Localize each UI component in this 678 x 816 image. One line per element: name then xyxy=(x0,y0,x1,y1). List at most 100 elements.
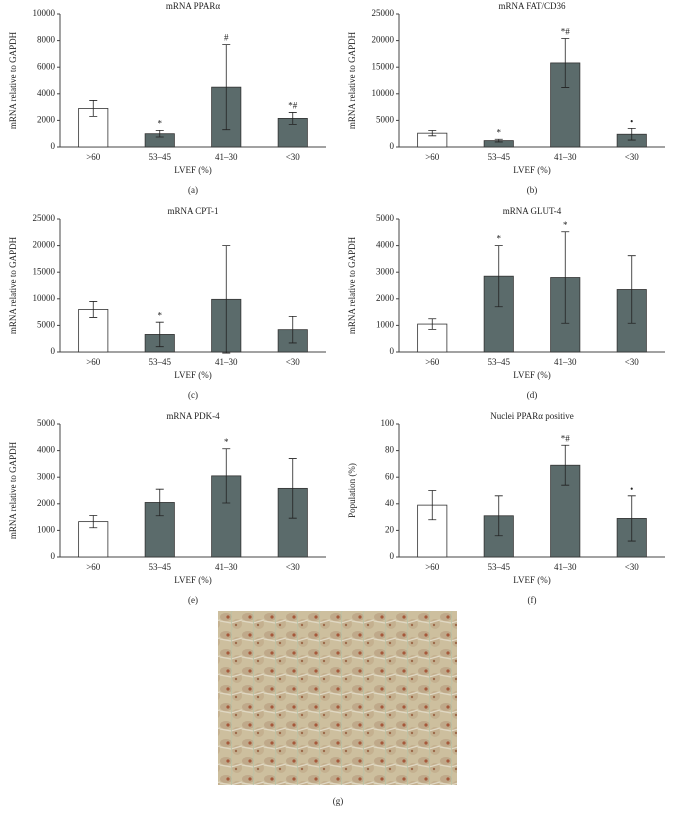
y-axis-label: mRNA relative to GAPDH xyxy=(347,31,357,129)
panel-label: (c) xyxy=(188,390,198,400)
x-tick-label: >60 xyxy=(86,357,101,367)
y-tick-label: 0 xyxy=(51,551,56,561)
annotation: * xyxy=(497,127,502,137)
chart-title: mRNA FAT/CD36 xyxy=(498,1,566,11)
x-tick-label: 41–30 xyxy=(554,152,577,162)
error-bar xyxy=(428,130,437,137)
annotation: *# xyxy=(288,100,298,110)
chart-title: Nuclei PPARα positive xyxy=(490,411,573,421)
panel-label: (g) xyxy=(333,796,344,806)
panel-label: (d) xyxy=(527,390,538,400)
annotation: • xyxy=(630,484,633,494)
x-axis-label: LVEF (%) xyxy=(174,370,211,380)
panel-label: (f) xyxy=(528,595,537,605)
y-tick-label: 100 xyxy=(381,418,395,428)
error-bar xyxy=(222,44,231,131)
error-bar xyxy=(494,245,503,308)
error-bar xyxy=(288,112,297,125)
y-tick-label: 2000 xyxy=(37,498,56,508)
x-tick-label: >60 xyxy=(425,562,440,572)
y-axis-label: mRNA relative to GAPDH xyxy=(8,441,18,539)
x-tick-label: 53–45 xyxy=(149,357,172,367)
panel-label: (e) xyxy=(188,595,198,605)
y-tick-label: 0 xyxy=(51,141,56,151)
y-axis-label: mRNA relative to GAPDH xyxy=(347,236,357,334)
annotation: # xyxy=(224,33,229,43)
y-tick-label: 2000 xyxy=(37,114,56,124)
y-tick-label: 15000 xyxy=(33,266,56,276)
annotation: * xyxy=(158,310,163,320)
y-axis-label: Population (%) xyxy=(347,463,357,518)
chart-title: mRNA GLUT-4 xyxy=(503,206,562,216)
x-axis-label: LVEF (%) xyxy=(513,370,550,380)
y-tick-label: 4000 xyxy=(37,88,56,98)
x-tick-label: 53–45 xyxy=(488,357,511,367)
y-tick-label: 20000 xyxy=(372,35,395,45)
error-bar xyxy=(627,495,636,542)
error-bar xyxy=(428,318,437,330)
x-tick-label: <30 xyxy=(625,152,640,162)
y-tick-label: 20 xyxy=(385,524,395,534)
annotation: • xyxy=(630,116,633,126)
y-tick-label: 3000 xyxy=(376,266,395,276)
annotation: *# xyxy=(561,27,571,37)
panel-label: (b) xyxy=(527,185,538,195)
y-tick-label: 15000 xyxy=(372,61,395,71)
chart-title: mRNA PPARα xyxy=(166,1,220,11)
y-tick-label: 5000 xyxy=(37,319,56,329)
chart-title: mRNA CPT-1 xyxy=(168,206,219,216)
y-tick-label: 10000 xyxy=(33,293,56,303)
x-tick-label: <30 xyxy=(286,152,301,162)
y-tick-label: 5000 xyxy=(376,114,395,124)
chart-title: mRNA PDK-4 xyxy=(166,411,220,421)
error-bar xyxy=(222,448,231,504)
y-tick-label: 2000 xyxy=(376,293,395,303)
error-bar xyxy=(561,444,570,486)
error-bar xyxy=(222,245,231,354)
annotation: * xyxy=(563,220,568,230)
error-bar xyxy=(155,129,164,138)
y-tick-label: 8000 xyxy=(37,35,56,45)
y-tick-label: 5000 xyxy=(37,418,56,428)
error-bar xyxy=(89,100,98,117)
error-bar xyxy=(494,495,503,537)
x-tick-label: >60 xyxy=(425,152,440,162)
x-tick-label: 41–30 xyxy=(215,357,238,367)
x-tick-label: >60 xyxy=(86,562,101,572)
x-tick-label: 53–45 xyxy=(488,152,511,162)
y-tick-label: 0 xyxy=(390,141,395,151)
error-bar xyxy=(89,515,98,529)
micrograph xyxy=(218,611,457,785)
y-tick-label: 0 xyxy=(390,551,395,561)
y-tick-label: 25000 xyxy=(372,8,395,18)
x-axis-label: LVEF (%) xyxy=(174,165,211,175)
error-bar xyxy=(155,488,164,517)
y-axis-label: mRNA relative to GAPDH xyxy=(8,31,18,129)
y-tick-label: 60 xyxy=(385,471,395,481)
y-tick-label: 0 xyxy=(51,346,56,356)
error-bar xyxy=(428,490,437,521)
x-tick-label: <30 xyxy=(286,562,301,572)
x-tick-label: 53–45 xyxy=(488,562,511,572)
y-tick-label: 5000 xyxy=(376,213,395,223)
y-tick-label: 4000 xyxy=(376,240,395,250)
error-bar xyxy=(561,231,570,324)
x-tick-label: >60 xyxy=(425,357,440,367)
x-tick-label: 53–45 xyxy=(149,562,172,572)
error-bar xyxy=(627,255,636,324)
y-tick-label: 40 xyxy=(385,498,395,508)
x-tick-label: >60 xyxy=(86,152,101,162)
y-tick-label: 1000 xyxy=(37,524,56,534)
y-tick-label: 25000 xyxy=(33,213,56,223)
y-tick-label: 80 xyxy=(385,445,395,455)
error-bar xyxy=(89,301,98,318)
x-axis-label: LVEF (%) xyxy=(174,575,211,585)
x-tick-label: 41–30 xyxy=(215,562,238,572)
x-tick-label: 41–30 xyxy=(554,562,577,572)
y-axis-label: mRNA relative to GAPDH xyxy=(8,236,18,334)
panel-label: (a) xyxy=(188,185,198,195)
annotation: * xyxy=(224,437,229,447)
y-tick-label: 1000 xyxy=(376,319,395,329)
x-tick-label: 53–45 xyxy=(149,152,172,162)
